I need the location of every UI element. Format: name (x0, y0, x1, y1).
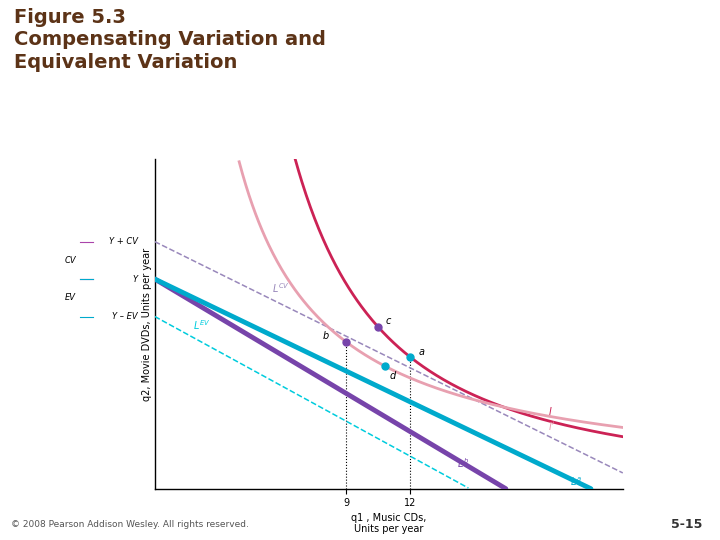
Text: 5-15: 5-15 (670, 517, 702, 531)
Text: d: d (390, 372, 396, 381)
Text: $L^{CV}$: $L^{CV}$ (272, 282, 289, 295)
Y-axis label: q2, Movie DVDs, Units per year: q2, Movie DVDs, Units per year (142, 247, 152, 401)
Text: CV: CV (65, 256, 76, 265)
Text: EV: EV (65, 293, 76, 302)
Text: Figure 5.3
Compensating Variation and
Equivalent Variation: Figure 5.3 Compensating Variation and Eq… (14, 8, 326, 72)
Text: $L^a$: $L^a$ (570, 476, 582, 488)
Text: © 2008 Pearson Addison Wesley. All rights reserved.: © 2008 Pearson Addison Wesley. All right… (11, 519, 248, 529)
Text: Y – EV: Y – EV (112, 312, 138, 321)
Text: $I'$: $I'$ (549, 420, 556, 431)
Text: c: c (386, 316, 391, 326)
X-axis label: q1 , Music CDs,
Units per year: q1 , Music CDs, Units per year (351, 512, 426, 534)
Text: Y + CV: Y + CV (109, 237, 138, 246)
Text: $L^b$: $L^b$ (457, 457, 469, 470)
Text: b: b (323, 331, 329, 341)
Text: $L^{EV}$: $L^{EV}$ (193, 318, 211, 332)
Text: Y: Y (132, 274, 138, 284)
Text: a: a (418, 347, 425, 357)
Text: $I$: $I$ (549, 405, 553, 417)
